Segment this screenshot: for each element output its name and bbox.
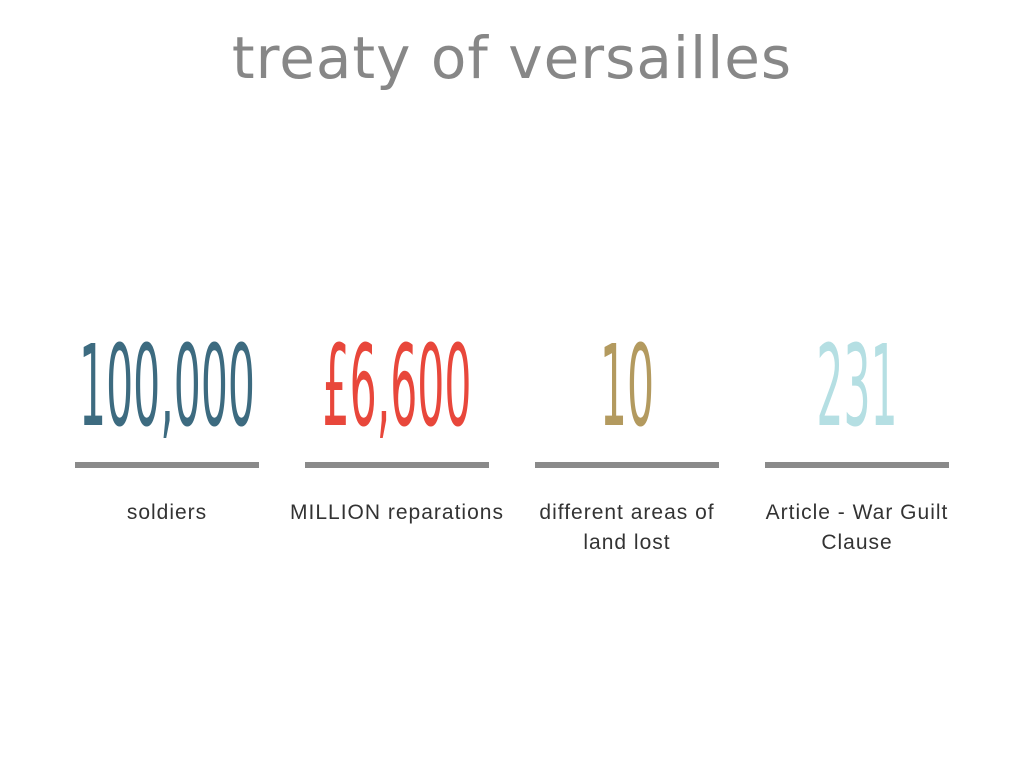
stat-label: soldiers (126, 501, 208, 524)
stat-reparations: £6,600 MILLION reparations (290, 322, 503, 525)
stat-value: 231 (816, 322, 898, 452)
divider (305, 462, 489, 468)
stat-label: Article - War Guilt Clause (765, 501, 949, 554)
stat-land-lost: 10 different areas of land lost (535, 322, 719, 554)
stat-value: 10 (599, 322, 655, 452)
divider (535, 462, 719, 468)
slide-title: treaty of versailles (231, 24, 793, 92)
stat-war-guilt: 231 Article - War Guilt Clause (765, 322, 949, 554)
stat-soldiers: 100,000 soldiers (75, 322, 259, 524)
divider (75, 462, 259, 468)
divider (765, 462, 949, 468)
stat-label: different areas of land lost (539, 501, 715, 554)
stat-label: MILLION reparations (290, 501, 504, 524)
stat-value: 100,000 (79, 322, 255, 452)
stat-value: £6,600 (322, 322, 472, 452)
